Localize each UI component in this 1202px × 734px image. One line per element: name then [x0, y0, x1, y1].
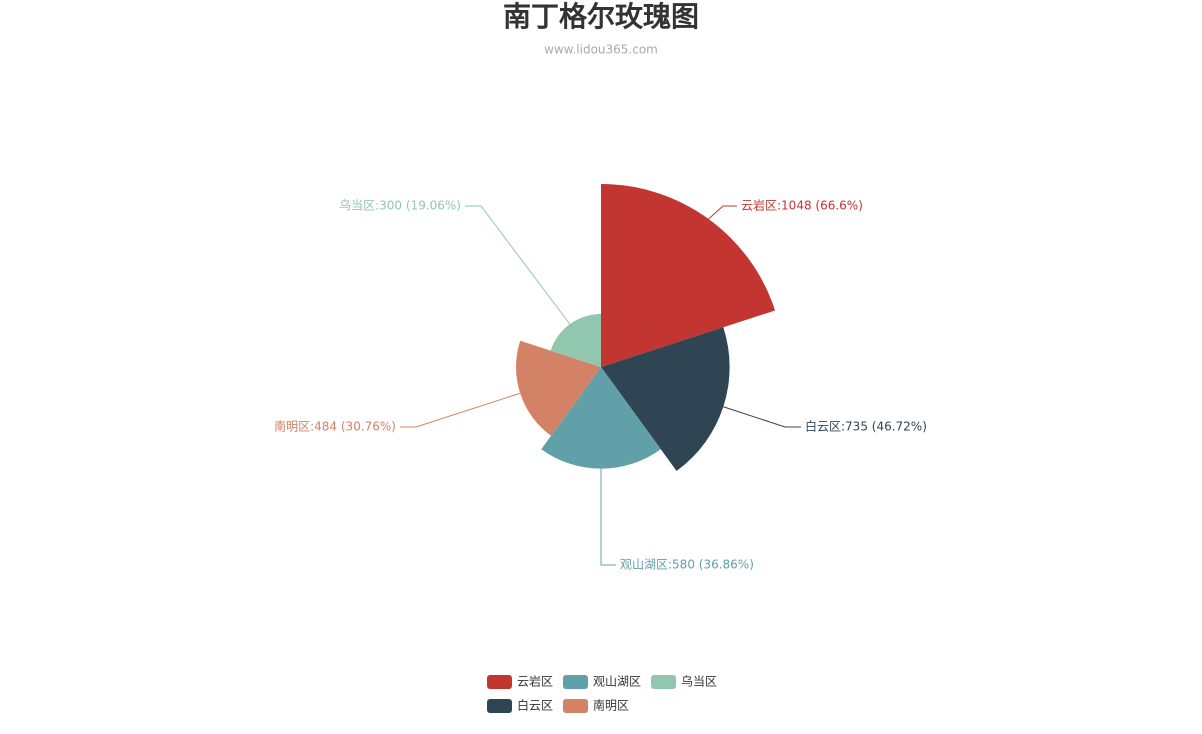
legend-swatch[interactable]: [487, 699, 512, 713]
legend-label[interactable]: 云岩区: [517, 674, 553, 689]
rose-sector: [601, 184, 776, 367]
label-line: [723, 406, 801, 428]
label-line: [600, 468, 616, 566]
legend-label[interactable]: 南明区: [593, 698, 629, 713]
legend-label[interactable]: 乌当区: [681, 674, 717, 689]
label-line: [465, 205, 571, 325]
rose-sector: [541, 367, 661, 469]
legend-swatch[interactable]: [563, 675, 588, 689]
chart-title: 南丁格尔玫瑰图: [503, 0, 699, 33]
label-line: [708, 205, 737, 220]
data-label: 乌当区:300 (19.06%): [339, 198, 461, 213]
data-label: 白云区:735 (46.72%): [805, 419, 927, 434]
rose-sector: [601, 327, 730, 472]
data-label: 南明区:484 (30.76%): [274, 419, 396, 434]
rose-sector: [516, 340, 601, 436]
rose-sector: [550, 314, 601, 367]
chart-subtitle: www.lidou365.com: [544, 43, 658, 57]
legend-swatch[interactable]: [651, 675, 676, 689]
data-label: 云岩区:1048 (66.6%): [741, 198, 863, 213]
label-line: [400, 392, 521, 428]
data-label: 观山湖区:580 (36.86%): [620, 557, 754, 572]
legend-swatch[interactable]: [487, 675, 512, 689]
legend-swatch[interactable]: [563, 699, 588, 713]
legend-label[interactable]: 白云区: [517, 698, 553, 713]
legend-label[interactable]: 观山湖区: [593, 674, 641, 689]
